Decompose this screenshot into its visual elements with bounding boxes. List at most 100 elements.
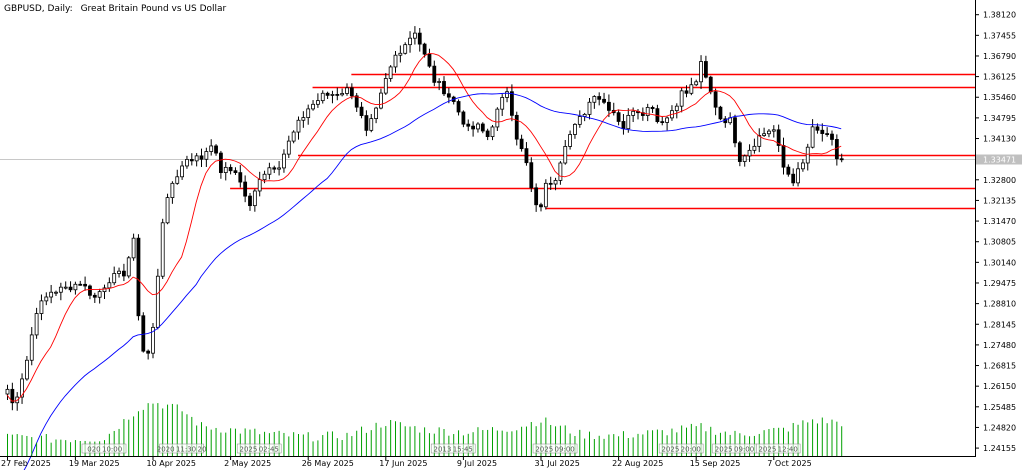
candle-body: [112, 273, 117, 284]
candle-body: [810, 126, 815, 148]
candle-body: [747, 149, 752, 157]
candle-body: [791, 173, 796, 184]
price-tick-label: 1.29475: [983, 279, 1016, 288]
candle-body: [509, 91, 514, 116]
candle-body: [485, 130, 490, 137]
candle-body: [607, 101, 611, 111]
chart-header: GBPUSD, Daily: Great Britain Pound vs US…: [4, 4, 227, 14]
candle-body: [645, 107, 650, 116]
candle-body: [684, 90, 689, 94]
candle-body: [631, 110, 636, 116]
price-tick-label: 1.36790: [983, 52, 1016, 61]
candle-body: [674, 105, 679, 112]
price-tick-label: 1.31470: [983, 217, 1016, 226]
volume-tag-box: [755, 443, 801, 454]
candle-body: [180, 165, 185, 178]
candle-body: [422, 43, 427, 55]
candle-body: [141, 315, 146, 352]
price-tick-label: 1.24155: [983, 444, 1016, 453]
price-tick-label: 1.26150: [983, 382, 1016, 391]
candle-body: [519, 138, 524, 150]
candle-body: [408, 37, 412, 46]
candle-body: [63, 286, 68, 289]
candle-body: [713, 91, 718, 108]
moving-averages: [6, 52, 842, 474]
candle-body: [757, 135, 762, 147]
candle-body: [165, 197, 170, 224]
candle-body: [718, 106, 723, 120]
candle-body: [364, 115, 369, 131]
candle-body: [412, 32, 417, 39]
candle-body: [29, 334, 34, 361]
price-tick-label: 1.26815: [983, 362, 1016, 371]
volume-tags: 020 10:00 2020 11:30 20 2025 02:45 2013 15:…: [81, 443, 801, 454]
candle-body: [126, 257, 131, 277]
candle-body: [262, 173, 267, 181]
candle-body: [155, 275, 160, 328]
price-axis-ticks: 1.38120 1.37455 1.36790 1.36125 1.35460 1.347…: [975, 11, 1016, 453]
time-tick-label: 27 Feb 2025: [1, 459, 51, 468]
price-tick-label: 1.32800: [983, 176, 1016, 185]
candle-body: [252, 190, 257, 207]
volume-tag-1: 2020 11:30 20: [157, 446, 207, 454]
price-tick-label: 1.37455: [983, 31, 1016, 40]
time-tick-label: 22 Aug 2025: [612, 459, 663, 468]
price-tick-label: 1.24820: [983, 423, 1016, 432]
time-axis-ticks: 27 Feb 2025 19 Mar 2025 10 Apr 2025 2 May 2…: [1, 456, 812, 468]
volume-tag-2: 2025 02:45: [240, 446, 279, 454]
time-tick-label: 7 Oct 2025: [767, 459, 811, 468]
volume-tag-box: [236, 443, 282, 454]
candle-body: [175, 176, 180, 184]
candle-body: [689, 84, 694, 94]
candle-body: [553, 180, 558, 185]
time-tick-label: 19 Mar 2025: [69, 459, 120, 468]
candle-body: [170, 182, 175, 198]
candle-body: [650, 107, 655, 110]
candle-body: [616, 112, 621, 122]
candle-body: [20, 378, 24, 398]
candle-body: [543, 182, 548, 208]
candle-body: [679, 90, 684, 107]
candle-body: [432, 65, 437, 83]
candle-body: [480, 123, 485, 132]
candle-body: [626, 114, 631, 130]
ma-fast-line: [6, 52, 842, 402]
candle-body: [737, 142, 742, 162]
candle-body: [383, 78, 388, 94]
price-tag-box: [976, 154, 1022, 165]
candle-body: [539, 204, 543, 208]
candle-body: [733, 117, 737, 144]
candle-body: [146, 350, 151, 354]
candle-body: [437, 81, 442, 83]
candle-body: [136, 237, 141, 317]
candle-body: [54, 291, 58, 294]
candle-body: [558, 162, 563, 181]
candle-body: [820, 129, 825, 134]
candle-body: [267, 167, 272, 175]
candle-body: [228, 166, 233, 172]
candle-body: [514, 114, 519, 140]
time-tick-label: 17 Jun 2025: [379, 459, 427, 468]
candle-body: [476, 123, 480, 130]
candle-body: [500, 97, 505, 110]
candle-body: [442, 81, 446, 95]
candle-body: [597, 96, 602, 100]
price-tick-label: 1.28810: [983, 300, 1016, 309]
candle-body: [781, 145, 786, 168]
candle-body: [660, 121, 665, 124]
candle-body: [286, 140, 291, 155]
symbol-description: Great Britain Pound vs US Dollar: [81, 4, 227, 14]
candle-body: [456, 101, 461, 113]
candle-body: [752, 145, 757, 151]
candle-body: [771, 129, 776, 132]
candle-body: [301, 117, 306, 121]
candle-body: [796, 168, 800, 184]
candle-body: [223, 166, 228, 173]
price-tick-label: 1.36125: [983, 73, 1016, 82]
candle-body: [340, 93, 345, 96]
candle-body: [10, 388, 15, 404]
candle-body: [592, 96, 597, 103]
candle-body: [379, 92, 383, 109]
